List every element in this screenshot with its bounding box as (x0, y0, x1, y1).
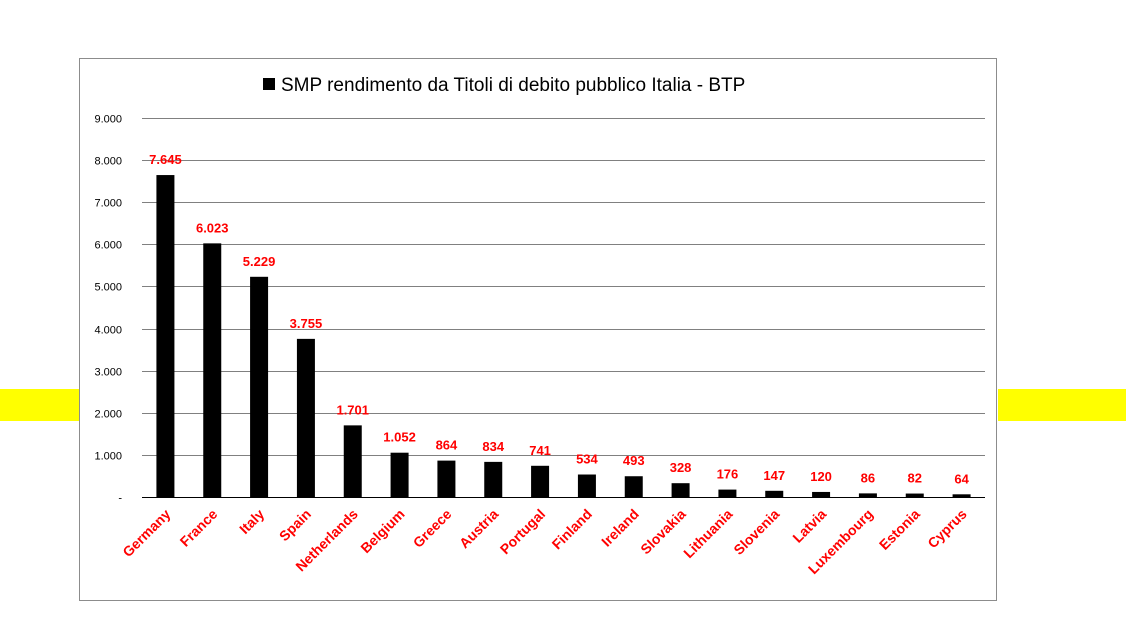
data-label: 82 (908, 471, 922, 486)
data-label: 176 (717, 467, 739, 482)
bar (671, 483, 690, 497)
category-label: Lithuania (680, 506, 735, 561)
data-label: 5.229 (243, 254, 276, 269)
y-tick-label: 5.000 (94, 282, 122, 294)
y-tick-label: 9.000 (94, 114, 122, 126)
category-label: Finland (549, 506, 596, 553)
chart-frame: - 1.000 2.000 3.000 4.000 5.000 6.000 7.000 8.00… (79, 58, 997, 601)
y-tick-label: 7.000 (94, 198, 122, 210)
category-label: Spain (276, 506, 314, 544)
category-label: Ireland (598, 506, 642, 550)
bar (156, 175, 175, 497)
y-tick-label: 2.000 (94, 409, 122, 421)
legend-swatch (263, 78, 275, 90)
category-labels: Germany France Italy SpainNetherlandsBelgiu… (119, 506, 970, 577)
data-label: 1.052 (383, 430, 416, 445)
category-label: Greece (410, 506, 455, 551)
bar (343, 425, 362, 497)
bar-chart: - 1.000 2.000 3.000 4.000 5.000 6.000 7.000 8.00… (94, 75, 985, 577)
y-tick-label: - (118, 493, 122, 505)
chart-title: SMP rendimento da Titoli di debito pubbl… (281, 75, 745, 96)
data-label: 534 (576, 452, 598, 467)
category-label: Latvia (789, 506, 829, 546)
bar (905, 493, 924, 497)
category-label: Estonia (876, 506, 923, 553)
data-label: 3.755 (290, 316, 323, 331)
y-tick-label: 4.000 (94, 325, 122, 337)
data-label: 120 (810, 469, 832, 484)
bar (250, 276, 269, 497)
bar (858, 493, 877, 497)
bar (718, 489, 737, 497)
category-label: Belgium (357, 506, 407, 556)
legend: SMP rendimento da Titoli di debito pubbl… (263, 75, 745, 96)
data-label: 864 (436, 438, 458, 453)
y-tick-label: 6.000 (94, 240, 122, 252)
bar (765, 490, 784, 497)
y-tick-label: 3.000 (94, 367, 122, 379)
bar (437, 460, 456, 497)
data-label: 7.645 (149, 152, 182, 167)
bars (156, 175, 971, 497)
bar (484, 461, 503, 497)
data-label: 6.023 (196, 220, 229, 235)
category-label: Slovenia (730, 506, 782, 558)
category-label: Austria (456, 506, 502, 552)
gridlines (142, 118, 985, 498)
data-labels: 7.645 6.023 5.229 3.755 1.701 1.052 864 834 741 5… (149, 152, 969, 486)
bar (577, 474, 596, 497)
category-label: Italy (236, 506, 267, 537)
y-tick-label: 1.000 (94, 451, 122, 463)
category-label: France (177, 506, 221, 550)
data-label: 86 (861, 470, 875, 485)
category-label: Cyprus (924, 506, 970, 552)
category-label: Germany (119, 506, 173, 560)
bar (203, 243, 222, 497)
bar (812, 491, 831, 497)
bar (952, 494, 971, 497)
data-label: 328 (670, 460, 692, 475)
data-label: 493 (623, 453, 645, 468)
bar (531, 465, 550, 497)
category-label: Portugal (497, 506, 548, 557)
bar (624, 476, 643, 497)
data-label: 147 (763, 468, 785, 483)
data-label: 741 (529, 443, 551, 458)
yellow-band-right (998, 389, 1126, 421)
data-label: 64 (954, 471, 969, 486)
bar (296, 338, 315, 497)
y-axis-ticks: - 1.000 2.000 3.000 4.000 5.000 6.000 7.000 8.00… (94, 114, 122, 505)
data-label: 1.701 (336, 402, 369, 417)
y-tick-label: 8.000 (94, 156, 122, 168)
bar (390, 452, 409, 497)
yellow-band-left (0, 389, 80, 421)
data-label: 834 (482, 439, 504, 454)
